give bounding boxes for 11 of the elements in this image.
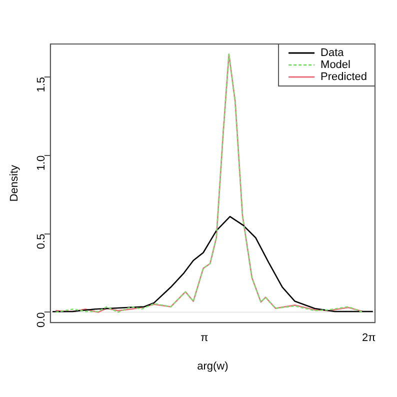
y-tick-label: 0.5 [35, 234, 48, 250]
x-axis-title: arg(w) [197, 360, 228, 372]
legend-label: Model [320, 59, 350, 72]
y-axis-title: Density [8, 164, 21, 202]
legend-label: Predicted [320, 71, 368, 84]
y-tick-label: 1.5 [35, 76, 48, 92]
x-tick-label: π [200, 332, 209, 344]
y-tick-label: 0.0 [35, 312, 48, 328]
x-tick-label: 2π [362, 332, 376, 344]
legend-label: Data [320, 47, 345, 60]
y-tick-label: 1.0 [35, 155, 48, 171]
